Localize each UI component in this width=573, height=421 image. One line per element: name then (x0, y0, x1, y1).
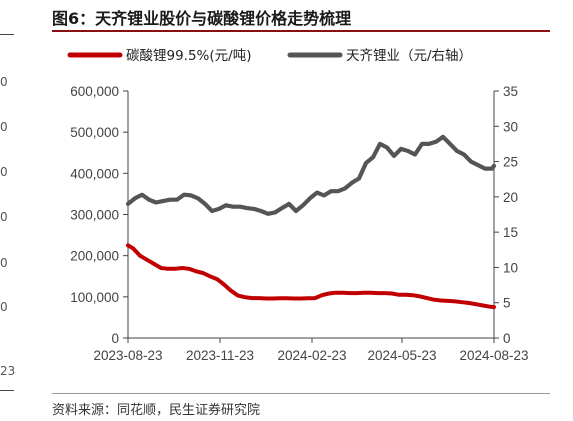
y-right-tick-label: 25 (503, 155, 518, 170)
y-right-tick-label: 10 (503, 260, 518, 275)
y-right-tick-label: 0 (503, 331, 511, 346)
title-rule (52, 30, 550, 32)
axes: 0 100,000 200,000 300,000 400,000 500,000 600,… (70, 84, 528, 363)
cropped-rule-bottom (0, 390, 14, 391)
chart-svg: 碳酸锂99.5%(元/吨) 天齐锂业（元/右轴） 0 100,000 200,000 3… (67, 48, 529, 363)
cropped-left-axis: 0 0 0 0 0 0 23 (0, 0, 20, 421)
cropped-label: 0 (0, 256, 8, 270)
source-note: 资料来源：同花顺，民生证券研究院 (52, 403, 261, 418)
legend-label-lithium-carbonate: 碳酸锂99.5%(元/吨) (126, 48, 251, 64)
y-left-tick-label: 600,000 (70, 84, 119, 99)
series-line-lithium-carbonate (126, 243, 496, 310)
legend-label-tianqi: 天齐锂业（元/右轴） (346, 48, 472, 64)
x-tick-label: 2024-08-23 (459, 348, 528, 363)
cropped-label: 0 (0, 75, 8, 89)
y-left-tick-label: 200,000 (70, 249, 119, 264)
legend: 碳酸锂99.5%(元/吨) 天齐锂业（元/右轴） (67, 48, 472, 64)
y-left-tick-label: 300,000 (70, 208, 119, 223)
cropped-label: 0 (0, 165, 8, 179)
source-rule (52, 393, 550, 394)
cropped-label: 0 (0, 210, 8, 224)
y-right-tick-label: 20 (503, 190, 518, 205)
y-left-tick-label: 500,000 (70, 125, 119, 140)
cropped-rule-top (0, 34, 14, 35)
y-right-tick-label: 15 (503, 225, 518, 240)
cropped-label: 0 (0, 120, 8, 134)
x-tick-label: 2023-11-23 (186, 348, 254, 363)
x-tick-label: 2024-02-23 (277, 348, 346, 363)
y-right-tick-label: 5 (503, 296, 511, 311)
series-layer (125, 134, 497, 310)
cropped-label: 0 (0, 300, 8, 314)
x-tick-label: 2024-05-23 (367, 348, 436, 363)
figure-title: 图6：天齐锂业股价与碳酸锂价格走势梳理 (52, 9, 352, 28)
y-left-tick-label: 100,000 (70, 290, 119, 305)
y-left-tick-label: 0 (111, 331, 119, 346)
x-tick-label: 2023-08-23 (93, 348, 162, 363)
series-line-tianqi (125, 134, 497, 216)
y-right-tick-label: 30 (503, 119, 518, 134)
y-right-tick-label: 35 (503, 84, 518, 99)
cropped-label: 23 (0, 364, 16, 378)
y-left-tick-label: 400,000 (70, 166, 119, 181)
